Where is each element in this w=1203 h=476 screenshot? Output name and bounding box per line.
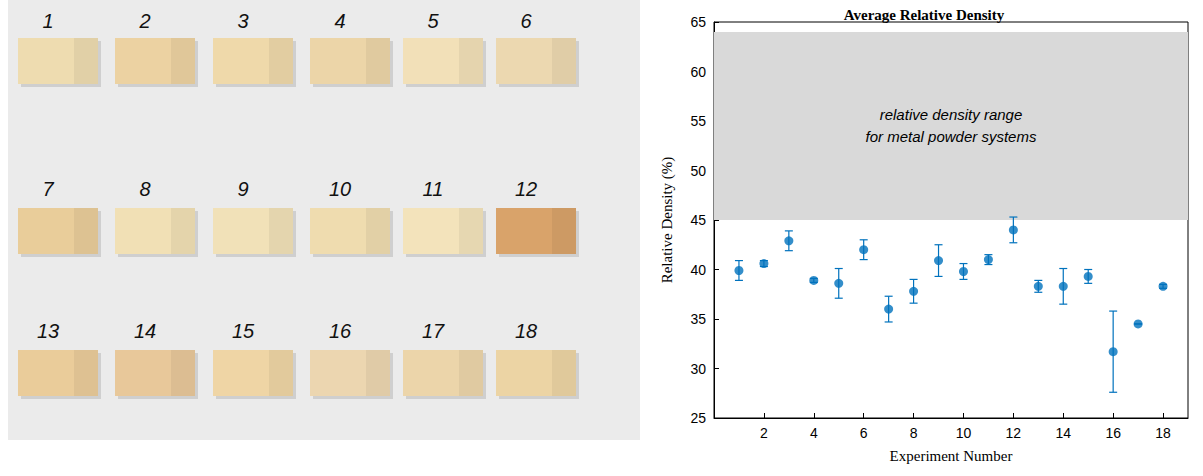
svg-text:10: 10 [329, 178, 351, 200]
svg-text:8: 8 [910, 425, 918, 441]
svg-text:30: 30 [690, 361, 706, 377]
svg-text:50: 50 [690, 163, 706, 179]
svg-text:4: 4 [334, 10, 345, 32]
svg-text:relative density range: relative density range [880, 106, 1023, 123]
svg-text:13: 13 [37, 320, 59, 342]
svg-text:14: 14 [1055, 425, 1071, 441]
svg-text:11: 11 [423, 178, 444, 200]
svg-text:12: 12 [515, 178, 537, 200]
svg-text:1: 1 [42, 10, 53, 32]
svg-text:7: 7 [42, 178, 54, 200]
svg-text:55: 55 [690, 113, 706, 129]
svg-text:18: 18 [1155, 425, 1171, 441]
svg-text:9: 9 [237, 178, 248, 200]
svg-text:40: 40 [690, 262, 706, 278]
svg-text:12: 12 [1006, 425, 1022, 441]
svg-text:3: 3 [237, 10, 248, 32]
svg-text:6: 6 [860, 425, 868, 441]
svg-text:35: 35 [690, 311, 706, 327]
svg-text:2: 2 [760, 425, 768, 441]
svg-text:60: 60 [690, 64, 706, 80]
svg-text:16: 16 [1105, 425, 1121, 441]
svg-text:18: 18 [515, 320, 537, 342]
svg-text:Relative Density (%): Relative Density (%) [659, 157, 676, 284]
svg-text:8: 8 [139, 178, 150, 200]
svg-text:Experiment Number: Experiment Number [890, 448, 1013, 464]
svg-text:2: 2 [138, 10, 150, 32]
svg-text:16: 16 [329, 320, 352, 342]
svg-text:5: 5 [427, 10, 439, 32]
svg-text:25: 25 [690, 410, 706, 426]
svg-text:65: 65 [690, 14, 706, 30]
svg-text:15: 15 [232, 320, 255, 342]
svg-text:45: 45 [690, 212, 706, 228]
svg-text:6: 6 [520, 10, 532, 32]
svg-text:10: 10 [956, 425, 972, 441]
svg-text:4: 4 [810, 425, 818, 441]
svg-text:Average Relative Density: Average Relative Density [844, 7, 1005, 23]
svg-text:17: 17 [422, 320, 445, 342]
svg-text:14: 14 [134, 320, 156, 342]
svg-text:for metal powder systems: for metal powder systems [866, 128, 1037, 145]
